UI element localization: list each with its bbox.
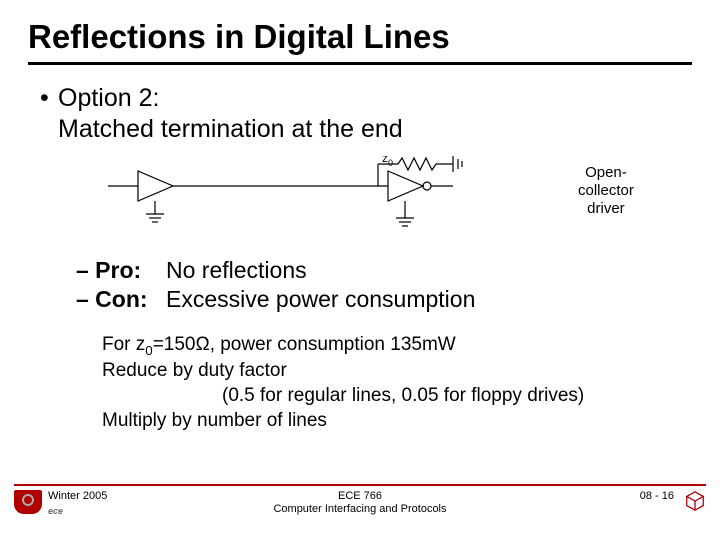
detail-line1: For z0=150Ω, power consumption 135mW [102,333,692,359]
detail-line4: Multiply by number of lines [102,409,692,434]
d1sub: 0 [145,343,152,358]
pro-label: – Pro: [76,256,166,286]
pros-cons: – Pro: No reflections – Con: Excessive p… [76,256,692,316]
footer-center: ECE 766 Computer Interfacing and Protoco… [230,490,490,516]
con-text: Excessive power consumption [166,285,475,315]
cube-logo-icon [684,490,706,512]
option-line1: Option 2: [58,84,159,112]
option-bullet: •Option 2: Matched termination at the en… [40,83,692,146]
con-label: – Con: [76,285,166,315]
footer-course1: ECE 766 [338,490,382,502]
oc-line1: Open-collector [578,164,634,199]
footer-right: 08 - 16 [490,490,706,512]
details-block: For z0=150Ω, power consumption 135mW Red… [102,333,692,433]
open-collector-label: Open-collector driver [578,164,634,218]
option-line2: Matched termination at the end [58,115,403,143]
pro-text: No reflections [166,256,307,286]
footer-course2: Computer Interfacing and Protocols [273,503,446,515]
svg-text:z0: z0 [382,156,393,168]
d1b: =150Ω, power consumption 135mW [153,334,456,355]
z-sub: 0 [388,158,393,168]
footer: Winter 2005 ece ECE 766 Computer Interfa… [0,484,720,540]
detail-line3: (0.5 for regular lines, 0.05 for floppy … [222,384,692,409]
ece-mark: ece [48,506,107,516]
oc-line2: driver [587,200,625,217]
page-title: Reflections in Digital Lines [28,18,692,56]
footer-rule [14,484,706,486]
osu-logo-icon [14,490,42,522]
footer-left: Winter 2005 ece [14,490,230,522]
title-rule [28,62,692,65]
slide: Reflections in Digital Lines •Option 2: … [0,0,720,540]
detail-line2: Reduce by duty factor [102,359,692,384]
circuit-svg: z0 [108,156,568,246]
footer-page: 08 - 16 [640,490,674,502]
d1a: For z [102,334,145,355]
footer-term: Winter 2005 [48,490,107,502]
circuit-diagram: z0 Open-collector driver [108,156,628,246]
